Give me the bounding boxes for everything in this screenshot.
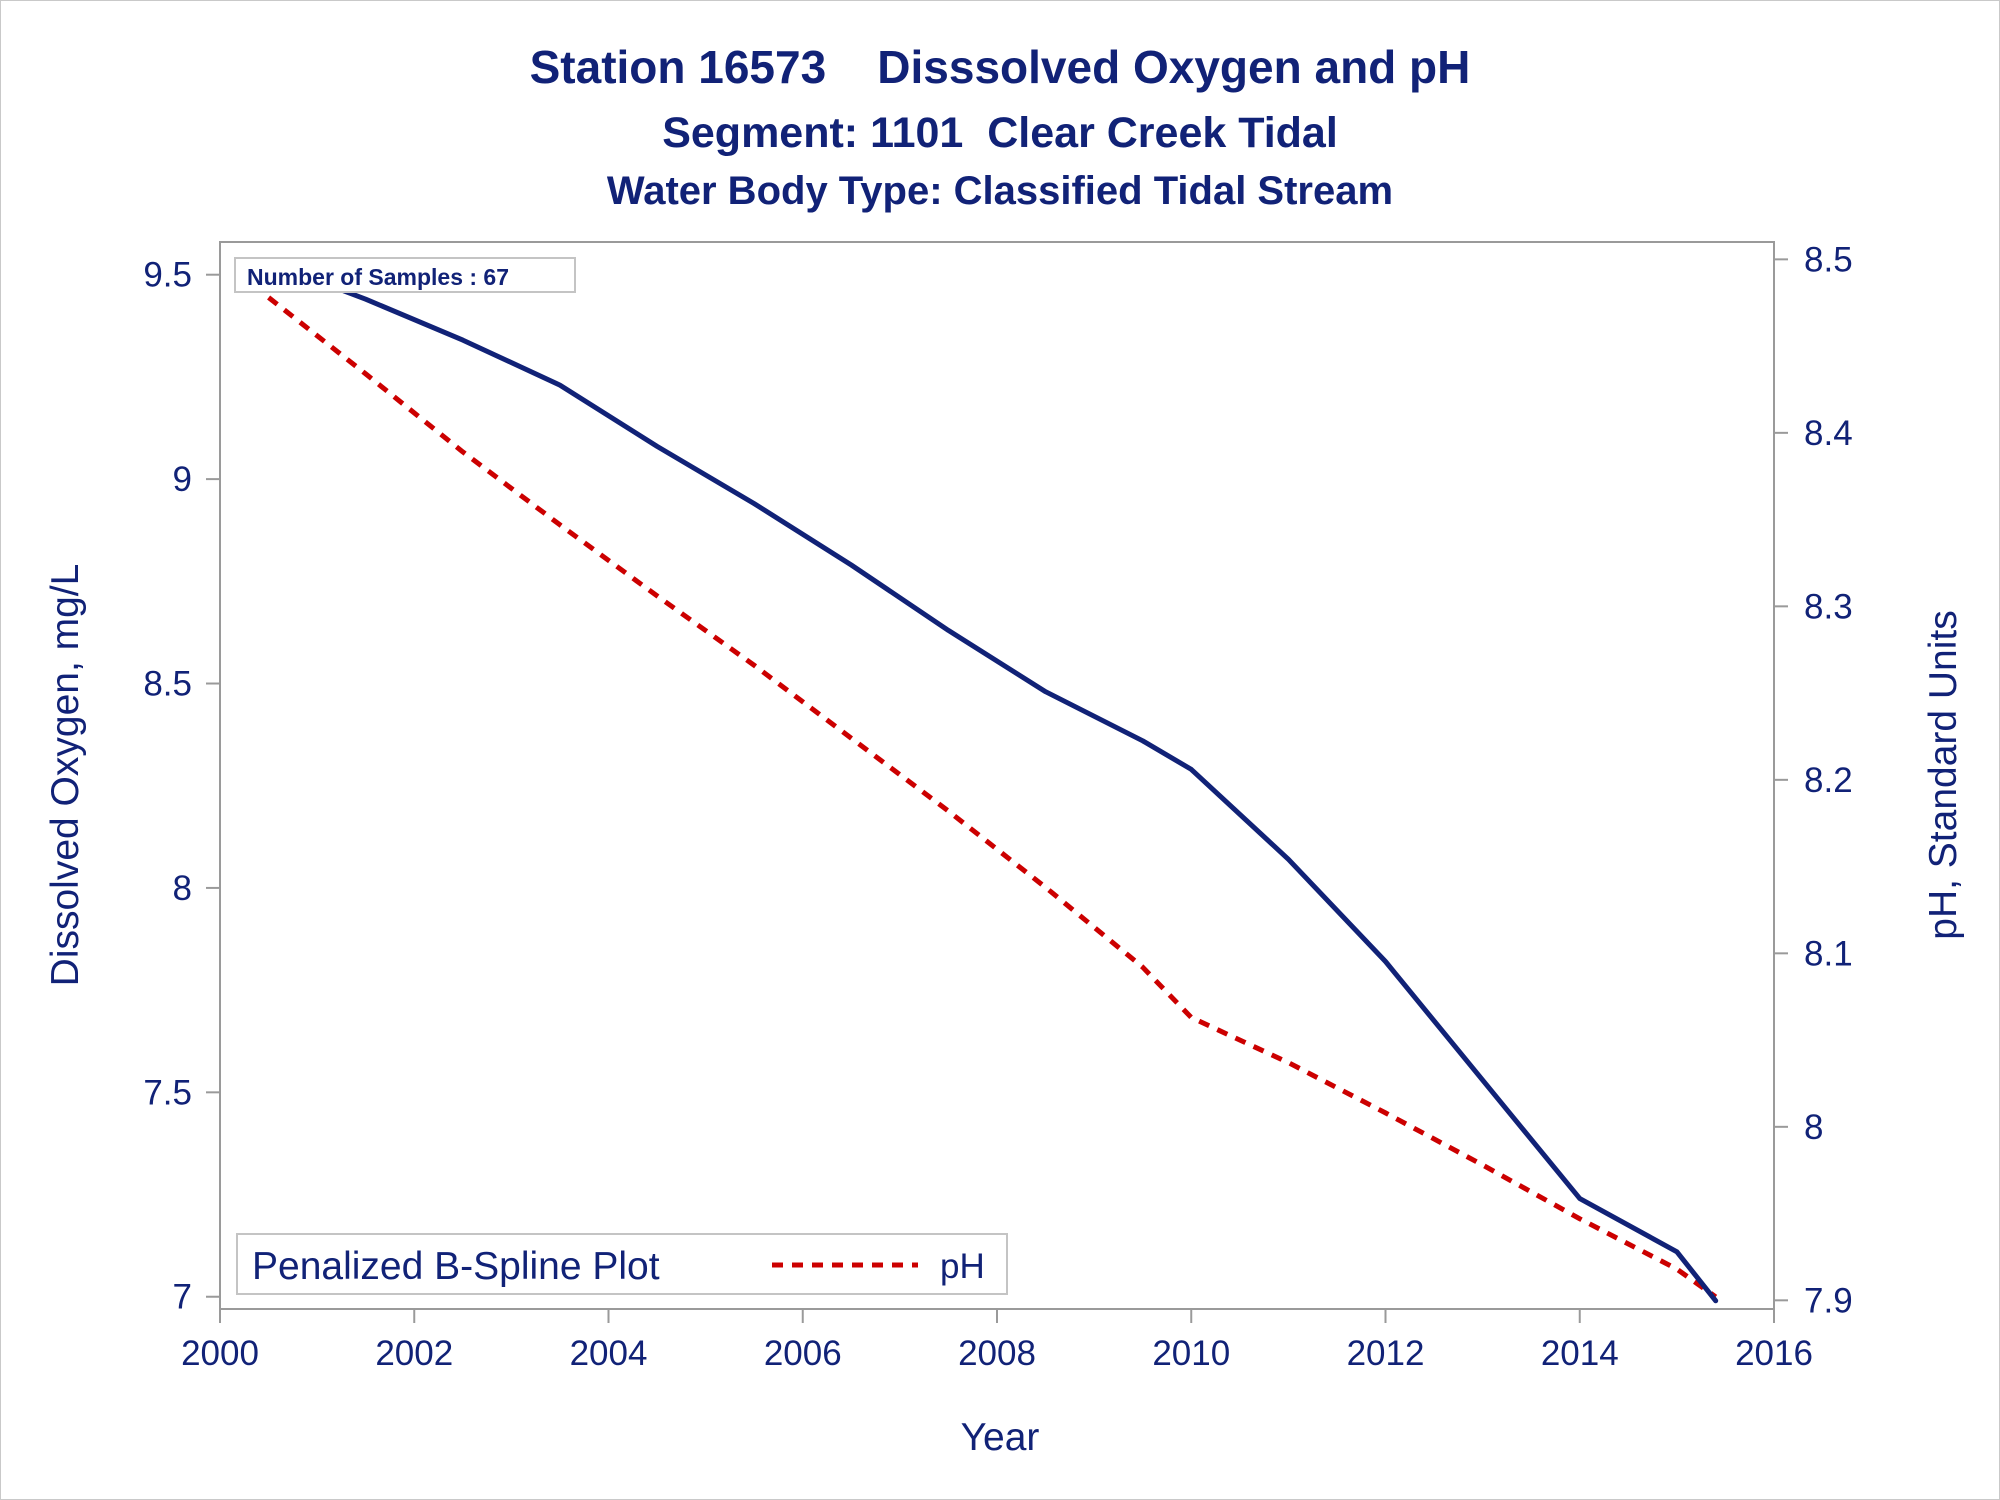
legend: Penalized B-Spline Plot pH	[236, 1233, 1008, 1295]
x-tick-label-2002: 2002	[375, 1334, 453, 1373]
y-axis-label: Dissolved Oxygen, mg/L	[44, 564, 87, 987]
y2-tick-label-8.4: 8.4	[1804, 414, 1853, 453]
y-tick-label-9: 9	[173, 460, 192, 499]
series-line-dissolved-oxygen	[266, 259, 1719, 1304]
legend-title: Penalized B-Spline Plot	[252, 1245, 660, 1288]
y2-tick-label-8.2: 8.2	[1804, 761, 1853, 800]
x-tick-label-2006: 2006	[764, 1334, 842, 1373]
y2-tick-label-8.5: 8.5	[1804, 240, 1853, 279]
y-tick-label-7.5: 7.5	[143, 1073, 192, 1112]
y-tick-label-7: 7	[173, 1278, 192, 1317]
chart-subtitle: Segment: 1101 Clear Creek Tidal	[662, 109, 1338, 157]
sample-count-annotation: Number of Samples : 67	[234, 257, 576, 293]
x-axis-label: Year	[961, 1416, 1040, 1459]
annotation-box	[234, 257, 576, 293]
y2-tick-label-8.1: 8.1	[1804, 934, 1853, 973]
y-tick-label-8: 8	[173, 869, 192, 908]
y-tick-label-9.5: 9.5	[143, 256, 192, 295]
x-tick-label-2014: 2014	[1541, 1334, 1619, 1373]
x-tick-label-2008: 2008	[958, 1334, 1036, 1373]
x-tick-label-2016: 2016	[1735, 1334, 1813, 1373]
legend-entry-ph: pH	[940, 1247, 985, 1286]
chart-subtitle-2: Water Body Type: Classified Tidal Stream	[607, 169, 1393, 213]
x-tick-label-2004: 2004	[570, 1334, 648, 1373]
series-line-ph	[267, 295, 1718, 1299]
y2-tick-label-7.9: 7.9	[1804, 1281, 1853, 1320]
y2-axis-label: pH, Standard Units	[1922, 610, 1965, 940]
x-tick-label-2000: 2000	[181, 1334, 259, 1373]
y2-tick-label-8.3: 8.3	[1804, 587, 1853, 626]
y2-tick-label-8: 8	[1804, 1108, 1823, 1147]
series-layer	[266, 259, 1719, 1304]
y-tick-label-8.5: 8.5	[143, 665, 192, 704]
x-axis: 2000 2002 2004 2006 2008 2010 2012 2014 2016	[181, 1309, 1813, 1373]
y-axis-left: 7 7.5 8 8.5 9 9.5	[143, 256, 220, 1317]
y-axis-right: 7.9 8 8.1 8.2 8.3 8.4 8.5	[1774, 240, 1853, 1320]
x-tick-label-2010: 2010	[1152, 1334, 1230, 1373]
chart-title: Station 16573 Disssolved Oxygen and pH	[530, 41, 1471, 93]
x-tick-label-2012: 2012	[1347, 1334, 1425, 1373]
annotation-text: Number of Samples : 67	[247, 264, 509, 290]
